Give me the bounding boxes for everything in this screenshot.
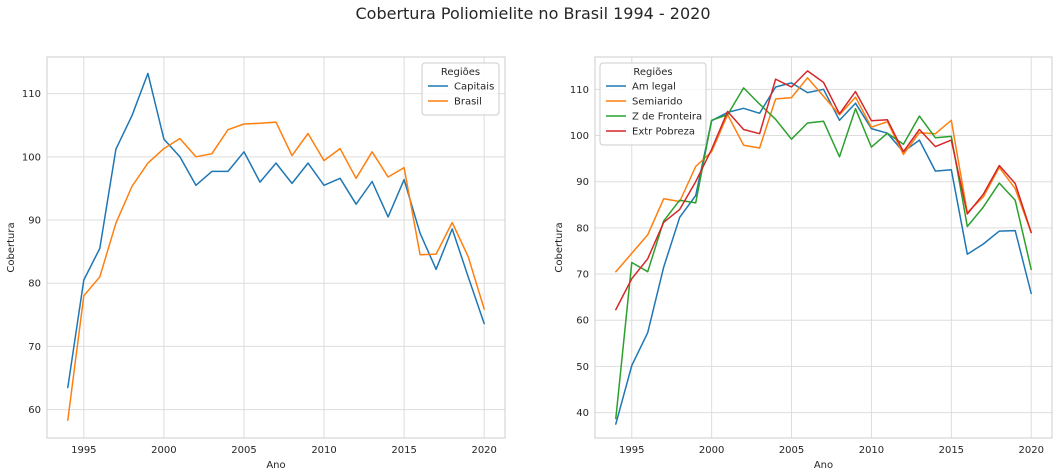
y-tick-label: 90 [28,216,41,227]
x-tick-label: 2000 [699,445,724,456]
y-tick-label: 50 [576,362,589,373]
y-tick-label: 80 [28,279,41,290]
x-axis-label: Ano [266,460,285,471]
legend-label: Semiarido [632,97,683,108]
y-tick-label: 70 [28,342,41,353]
x-axis-label: Ano [814,460,833,471]
x-tick-label: 2005 [231,445,256,456]
x-tick-label: 2020 [1019,445,1044,456]
series-line-extr-pobreza [615,70,1032,311]
legend-box [599,62,707,146]
plot-frame [46,56,506,439]
y-tick-label: 100 [22,152,41,163]
chart-capitais-brasil: 60 70 80 90 100 110 1995 2000 2005 2010 2015 2020 An… [6,56,506,471]
chart-regioes: 40 50 60 70 80 90 100 110 1995 2000 2005 2010 2015 20… [554,56,1053,471]
y-tick-label: 60 [576,316,589,327]
y-tick-label: 80 [576,223,589,234]
x-tick-label: 2010 [859,445,884,456]
legend-label: Am legal [632,82,676,93]
legend-label: Z de Fronteira [632,112,702,123]
x-tick-label: 2010 [311,445,336,456]
legend-label: Brasil [454,97,482,108]
legend-title: Regiões [633,67,672,78]
legend-label: Extr Pobreza [632,127,695,138]
y-tick-label: 110 [570,85,589,96]
x-tick-label: 2020 [471,445,496,456]
x-tick-label: 2000 [151,445,176,456]
legend-title: Regiões [441,67,480,78]
x-tick-label: 2005 [779,445,804,456]
series-line-capitais [67,72,485,389]
x-tick-label: 2015 [391,445,416,456]
plot-frame [594,56,1053,439]
x-tick-label: 2015 [939,445,964,456]
y-tick-label: 110 [22,89,41,100]
figure-title: Cobertura Poliomielite no Brasil 1994 - … [355,4,710,23]
y-tick-label: 60 [28,405,41,416]
y-axis-label: Cobertura [6,222,17,272]
series-line-brasil [67,121,485,422]
y-axis-label: Cobertura [554,222,565,272]
legend-label: Capitais [454,82,494,93]
y-tick-label: 70 [576,270,589,281]
x-tick-label: 1995 [71,445,96,456]
y-tick-label: 100 [570,131,589,142]
legend-box [421,62,500,116]
series-line-am-legal [615,82,1032,425]
x-tick-label: 1995 [619,445,644,456]
y-tick-label: 90 [576,177,589,188]
series-line-semiarido [615,77,1032,273]
y-tick-label: 40 [576,408,589,419]
